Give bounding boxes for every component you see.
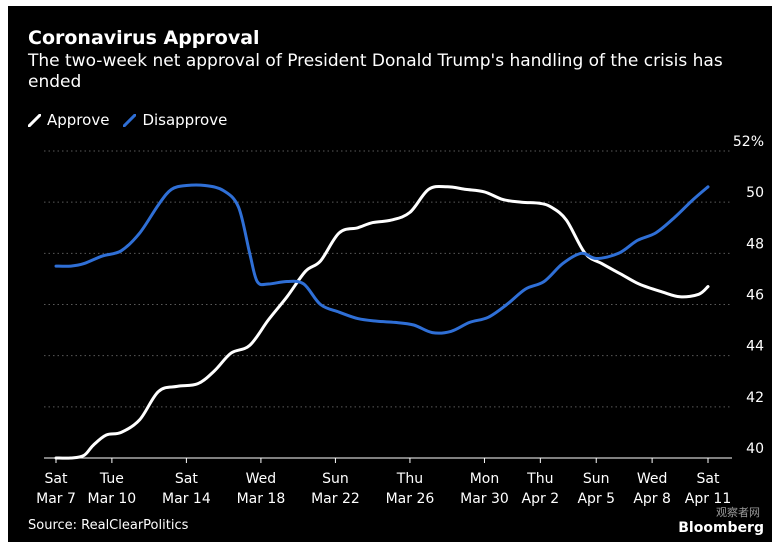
- disapprove-line-swatch-icon: [123, 113, 137, 127]
- source-note: Source: RealClearPolitics: [28, 518, 189, 533]
- series-line-disapprove: [54, 183, 710, 335]
- y-tick-label: 46: [746, 288, 764, 304]
- x-tick-label-day: Mon: [470, 471, 500, 487]
- y-tick-label: 44: [746, 339, 764, 355]
- watermark: 观察者网: [716, 506, 760, 519]
- x-tick-label-date: Mar 26: [386, 491, 435, 507]
- x-tick-label-day: Sun: [322, 471, 349, 487]
- y-axis: 40 42 44 46 48 50 52%: [733, 134, 764, 457]
- x-tick-label-date: Apr 8: [633, 491, 671, 507]
- legend-item-approve: Approve: [28, 111, 109, 129]
- chart-subtitle: The two-week net approval of President D…: [28, 51, 723, 92]
- y-tick-label: 48: [746, 236, 764, 252]
- y-tick-label: 52%: [733, 134, 764, 150]
- x-tick-label-day: Thu: [526, 471, 553, 487]
- line-chart: Sat Mar 7 Tue Mar 10 Sat Mar 14 Wed Mar 18 Sun Ma…: [36, 134, 764, 507]
- y-tick-label: 40: [746, 441, 764, 457]
- x-tick-label-day: Wed: [637, 471, 668, 487]
- x-tick-label-day: Sun: [583, 471, 610, 487]
- x-tick-label-date: Mar 30: [460, 491, 509, 507]
- x-tick-label-day: Sat: [45, 471, 68, 487]
- legend-label-approve: Approve: [47, 111, 110, 129]
- x-tick-label-date: Mar 18: [237, 491, 286, 507]
- bloomberg-logo: Bloomberg: [678, 520, 764, 536]
- y-tick-label: 50: [746, 185, 764, 201]
- x-tick-label-date: Apr 5: [577, 491, 615, 507]
- gridlines: [44, 150, 732, 459]
- x-tick-label-date: Mar 10: [88, 491, 137, 507]
- legend-label-disapprove: Disapprove: [142, 111, 228, 129]
- x-tick-label-day: Tue: [99, 471, 124, 487]
- legend-item-disapprove: Disapprove: [123, 111, 227, 129]
- x-tick-label-date: Mar 14: [162, 491, 211, 507]
- x-tick-label-day: Sat: [175, 471, 198, 487]
- x-tick-label-date: Apr 2: [522, 491, 560, 507]
- x-tick-label-date: Mar 7: [36, 491, 76, 507]
- x-tick-label-date: Apr 11: [685, 491, 731, 507]
- x-tick-label-day: Thu: [396, 471, 423, 487]
- y-tick-label: 42: [746, 390, 764, 406]
- chart-title: Coronavirus Approval: [28, 27, 260, 49]
- series-lines: [54, 183, 710, 460]
- x-tick-label-day: Wed: [246, 471, 277, 487]
- legend: Approve Disapprove: [28, 109, 241, 131]
- series-line-approve: [54, 184, 710, 460]
- x-tick-label-date: Mar 22: [311, 491, 360, 507]
- x-tick-label-day: Sat: [697, 471, 720, 487]
- approve-line-swatch-icon: [28, 113, 41, 127]
- chart-frame: Coronavirus Approval The two-week net ap…: [8, 6, 772, 542]
- x-axis: Sat Mar 7 Tue Mar 10 Sat Mar 14 Wed Mar 18 Sun Ma…: [36, 458, 731, 507]
